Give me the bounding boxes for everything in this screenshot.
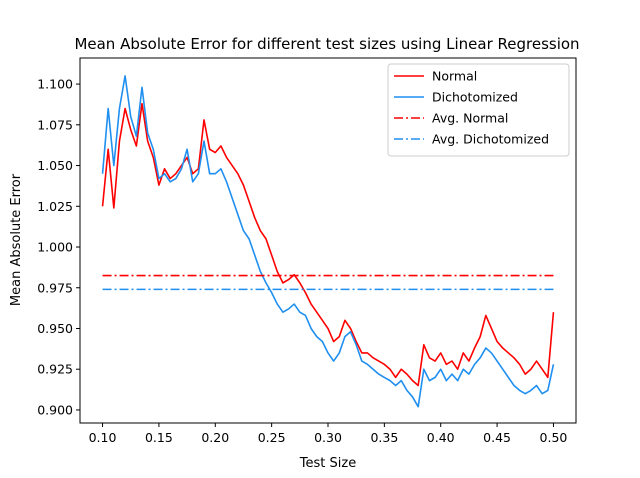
legend-label: Avg. Dichotomized [432,132,549,147]
series-line-normal [101,102,555,387]
y-tick-label: 0.950 [37,321,73,336]
y-axis-title: Mean Absolute Error [9,173,24,306]
plot-area [101,75,555,408]
y-tick-label: 0.900 [37,402,73,417]
legend-label: Normal [432,69,477,84]
y-tick-label: 0.975 [37,280,73,295]
y-tick-label: 0.925 [37,362,73,377]
x-tick-label: 0.15 [145,430,173,445]
legend-label: Dichotomized [432,90,518,105]
legend-label: Avg. Normal [432,111,508,126]
x-tick-label: 0.45 [483,430,511,445]
x-tick-label: 0.50 [540,430,568,445]
legend-box [387,63,570,157]
y-tick-label: 1.050 [37,158,73,173]
x-axis: 0.10 0.15 0.20 0.25 0.30 0.35 0.40 0.45 0.50 [89,423,568,445]
series-line-dichotomized [101,75,555,408]
x-tick-label: 0.10 [89,430,117,445]
x-tick-label: 0.35 [370,430,398,445]
y-tick-label: 1.100 [37,77,73,92]
y-axis: 0.900 0.925 0.950 0.975 1.000 1.025 1.050 1.075… [37,77,80,417]
legend: Normal Dichotomized Avg. Normal Avg. Dichot… [387,63,570,157]
x-axis-title: Test Size [299,456,356,471]
y-tick-label: 1.075 [37,117,73,132]
y-tick-label: 1.025 [37,199,73,214]
x-tick-label: 0.20 [201,430,229,445]
x-tick-label: 0.30 [314,430,342,445]
chart-title: Mean Absolute Error for different test s… [74,35,579,53]
y-tick-label: 1.000 [37,240,73,255]
x-tick-label: 0.40 [427,430,455,445]
x-tick-label: 0.25 [258,430,286,445]
